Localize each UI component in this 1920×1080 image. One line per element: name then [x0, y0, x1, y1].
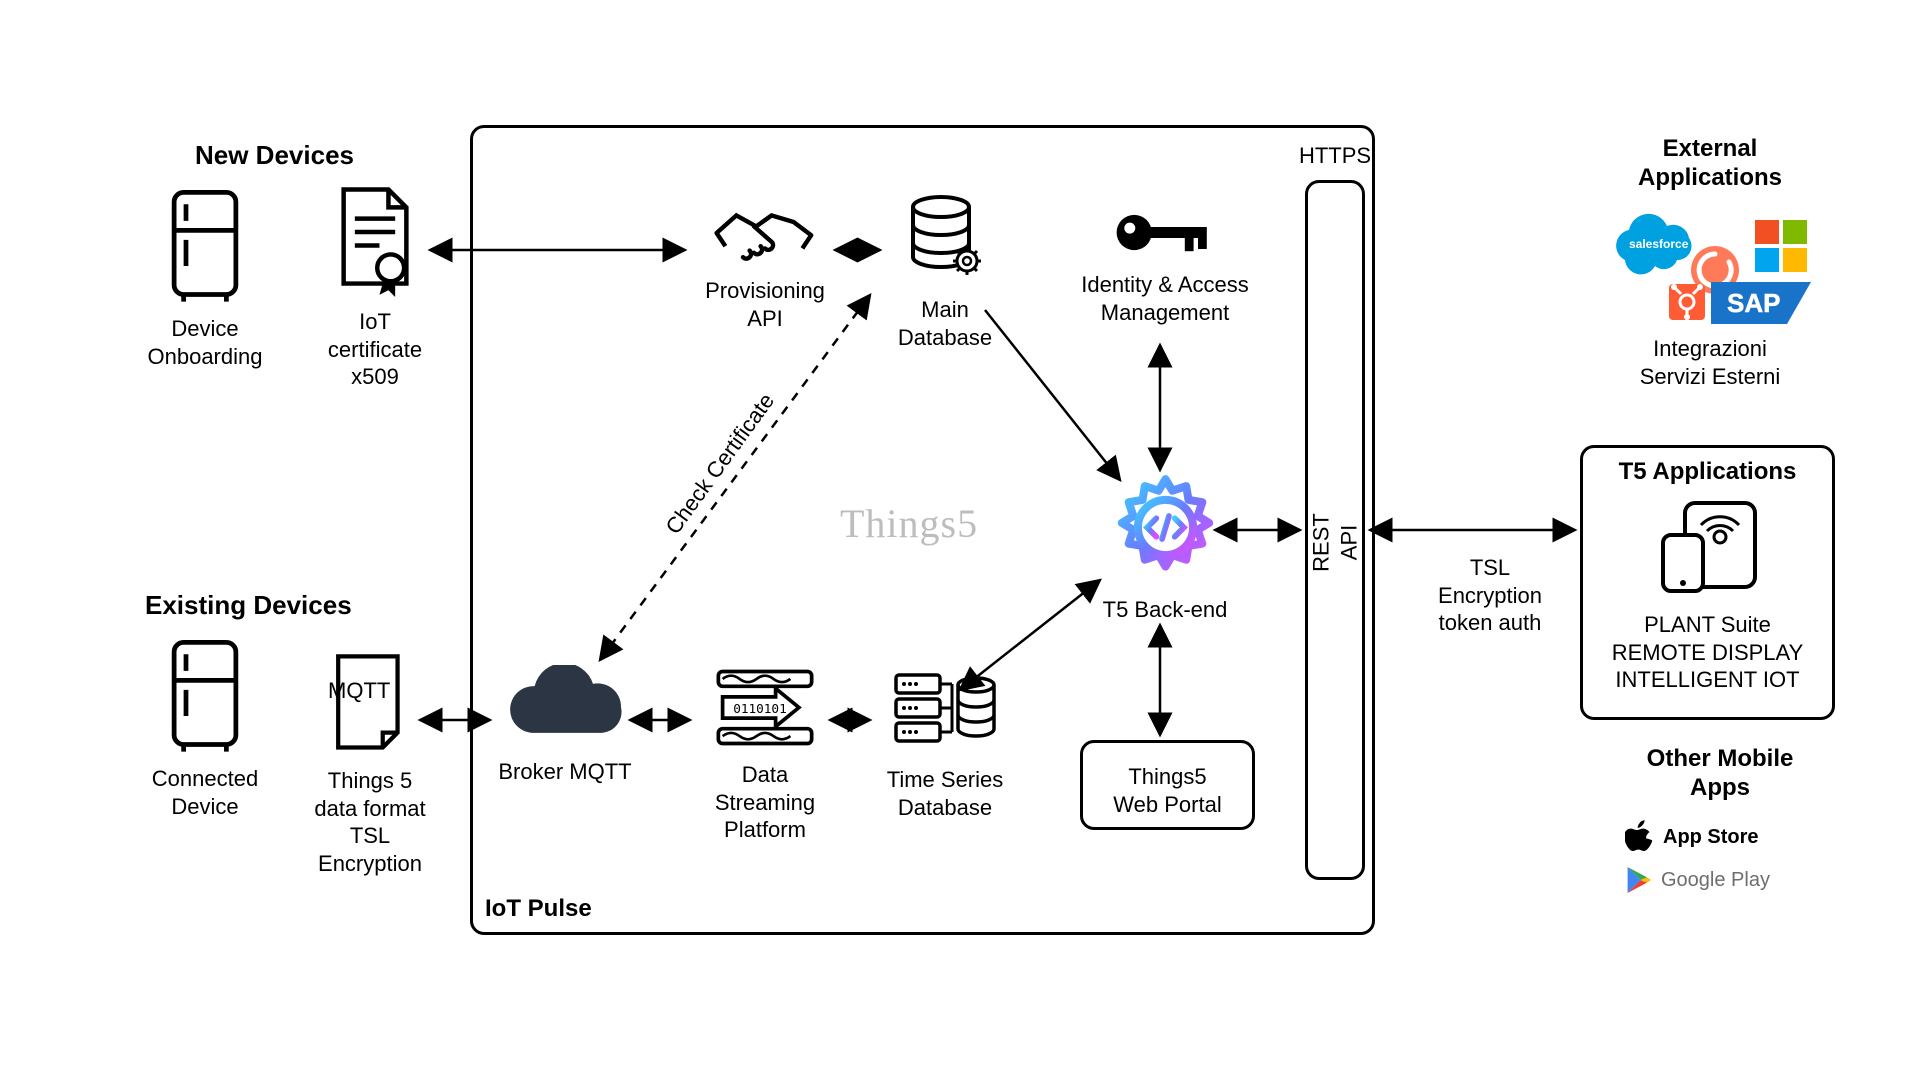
- svg-text:salesforce: salesforce: [1629, 237, 1689, 251]
- stream-icon: 0110101: [712, 665, 818, 750]
- partner-logos-icon: salesforce SAP: [1605, 210, 1815, 330]
- iot-pulse-label: IoT Pulse: [485, 895, 592, 923]
- t5-apps-title: T5 Applications: [1600, 458, 1815, 486]
- main-database: Main Database: [875, 195, 1015, 351]
- web-portal: Things5 Web Portal: [1080, 740, 1255, 830]
- provisioning-api: Provisioning API: [680, 200, 850, 332]
- existing-devices-title: Existing Devices: [145, 590, 352, 621]
- mqtt-file: MQTT Things 5 data format TSL Encryption: [290, 650, 450, 877]
- certificate-icon: [330, 185, 420, 297]
- google-play-icon: [1625, 865, 1651, 895]
- cloud-icon: [495, 665, 635, 747]
- device-onboarding: Device Onboarding: [140, 190, 270, 370]
- external-apps-logos: salesforce SAP Integrazioni Servizi Este…: [1605, 210, 1815, 390]
- connected-device: Connected Device: [140, 640, 270, 820]
- apple-icon: [1625, 820, 1653, 854]
- google-play: Google Play: [1625, 865, 1770, 895]
- svg-text:0110101: 0110101: [733, 701, 787, 716]
- svg-text:SAP: SAP: [1727, 288, 1780, 318]
- handshake-icon: [710, 200, 820, 266]
- t5-backend: T5 Back-end: [1095, 470, 1235, 624]
- other-mobile-title: Other Mobile Apps: [1620, 745, 1820, 803]
- external-apps-title: ExternalApplications: [1610, 135, 1810, 193]
- iot-certificate: IoT certificate x509: [300, 185, 450, 391]
- https-label: HTTPS: [1285, 142, 1385, 170]
- new-devices-title: New Devices: [195, 140, 354, 171]
- connected-device-label: Connected Device: [140, 765, 270, 820]
- iot-cert-label: IoT certificate x509: [300, 308, 450, 391]
- t5-apps-icon-wrap: [1655, 495, 1765, 600]
- mqtt-file-label: Things 5 data format TSL Encryption: [290, 767, 450, 877]
- app-store: App Store: [1625, 820, 1759, 854]
- rest-api-label: REST API: [1308, 498, 1363, 588]
- t5-apps-list: PLANT Suite REMOTE DISPLAY INTELLIGENT I…: [1590, 605, 1825, 694]
- identity-access-mgmt: Identity & Access Management: [1060, 205, 1270, 326]
- fridge-icon: [167, 190, 243, 304]
- mqtt-badge: MQTT: [328, 678, 390, 704]
- fridge-icon: [167, 640, 243, 754]
- broker-mqtt: Broker MQTT: [480, 665, 650, 786]
- database-gear-icon: [905, 195, 985, 285]
- watermark: Things5: [840, 500, 978, 547]
- data-streaming: 0110101 Data Streaming Platform: [690, 665, 840, 844]
- key-icon: [1110, 205, 1220, 260]
- tsl-encryption-label: TSL Encryption token auth: [1415, 548, 1565, 637]
- devices-icon: [1655, 495, 1765, 595]
- time-series-db: Time Series Database: [860, 665, 1030, 821]
- gear-code-icon: [1108, 470, 1223, 585]
- tsdb-icon: [890, 665, 1000, 755]
- device-onboarding-label: Device Onboarding: [140, 315, 270, 370]
